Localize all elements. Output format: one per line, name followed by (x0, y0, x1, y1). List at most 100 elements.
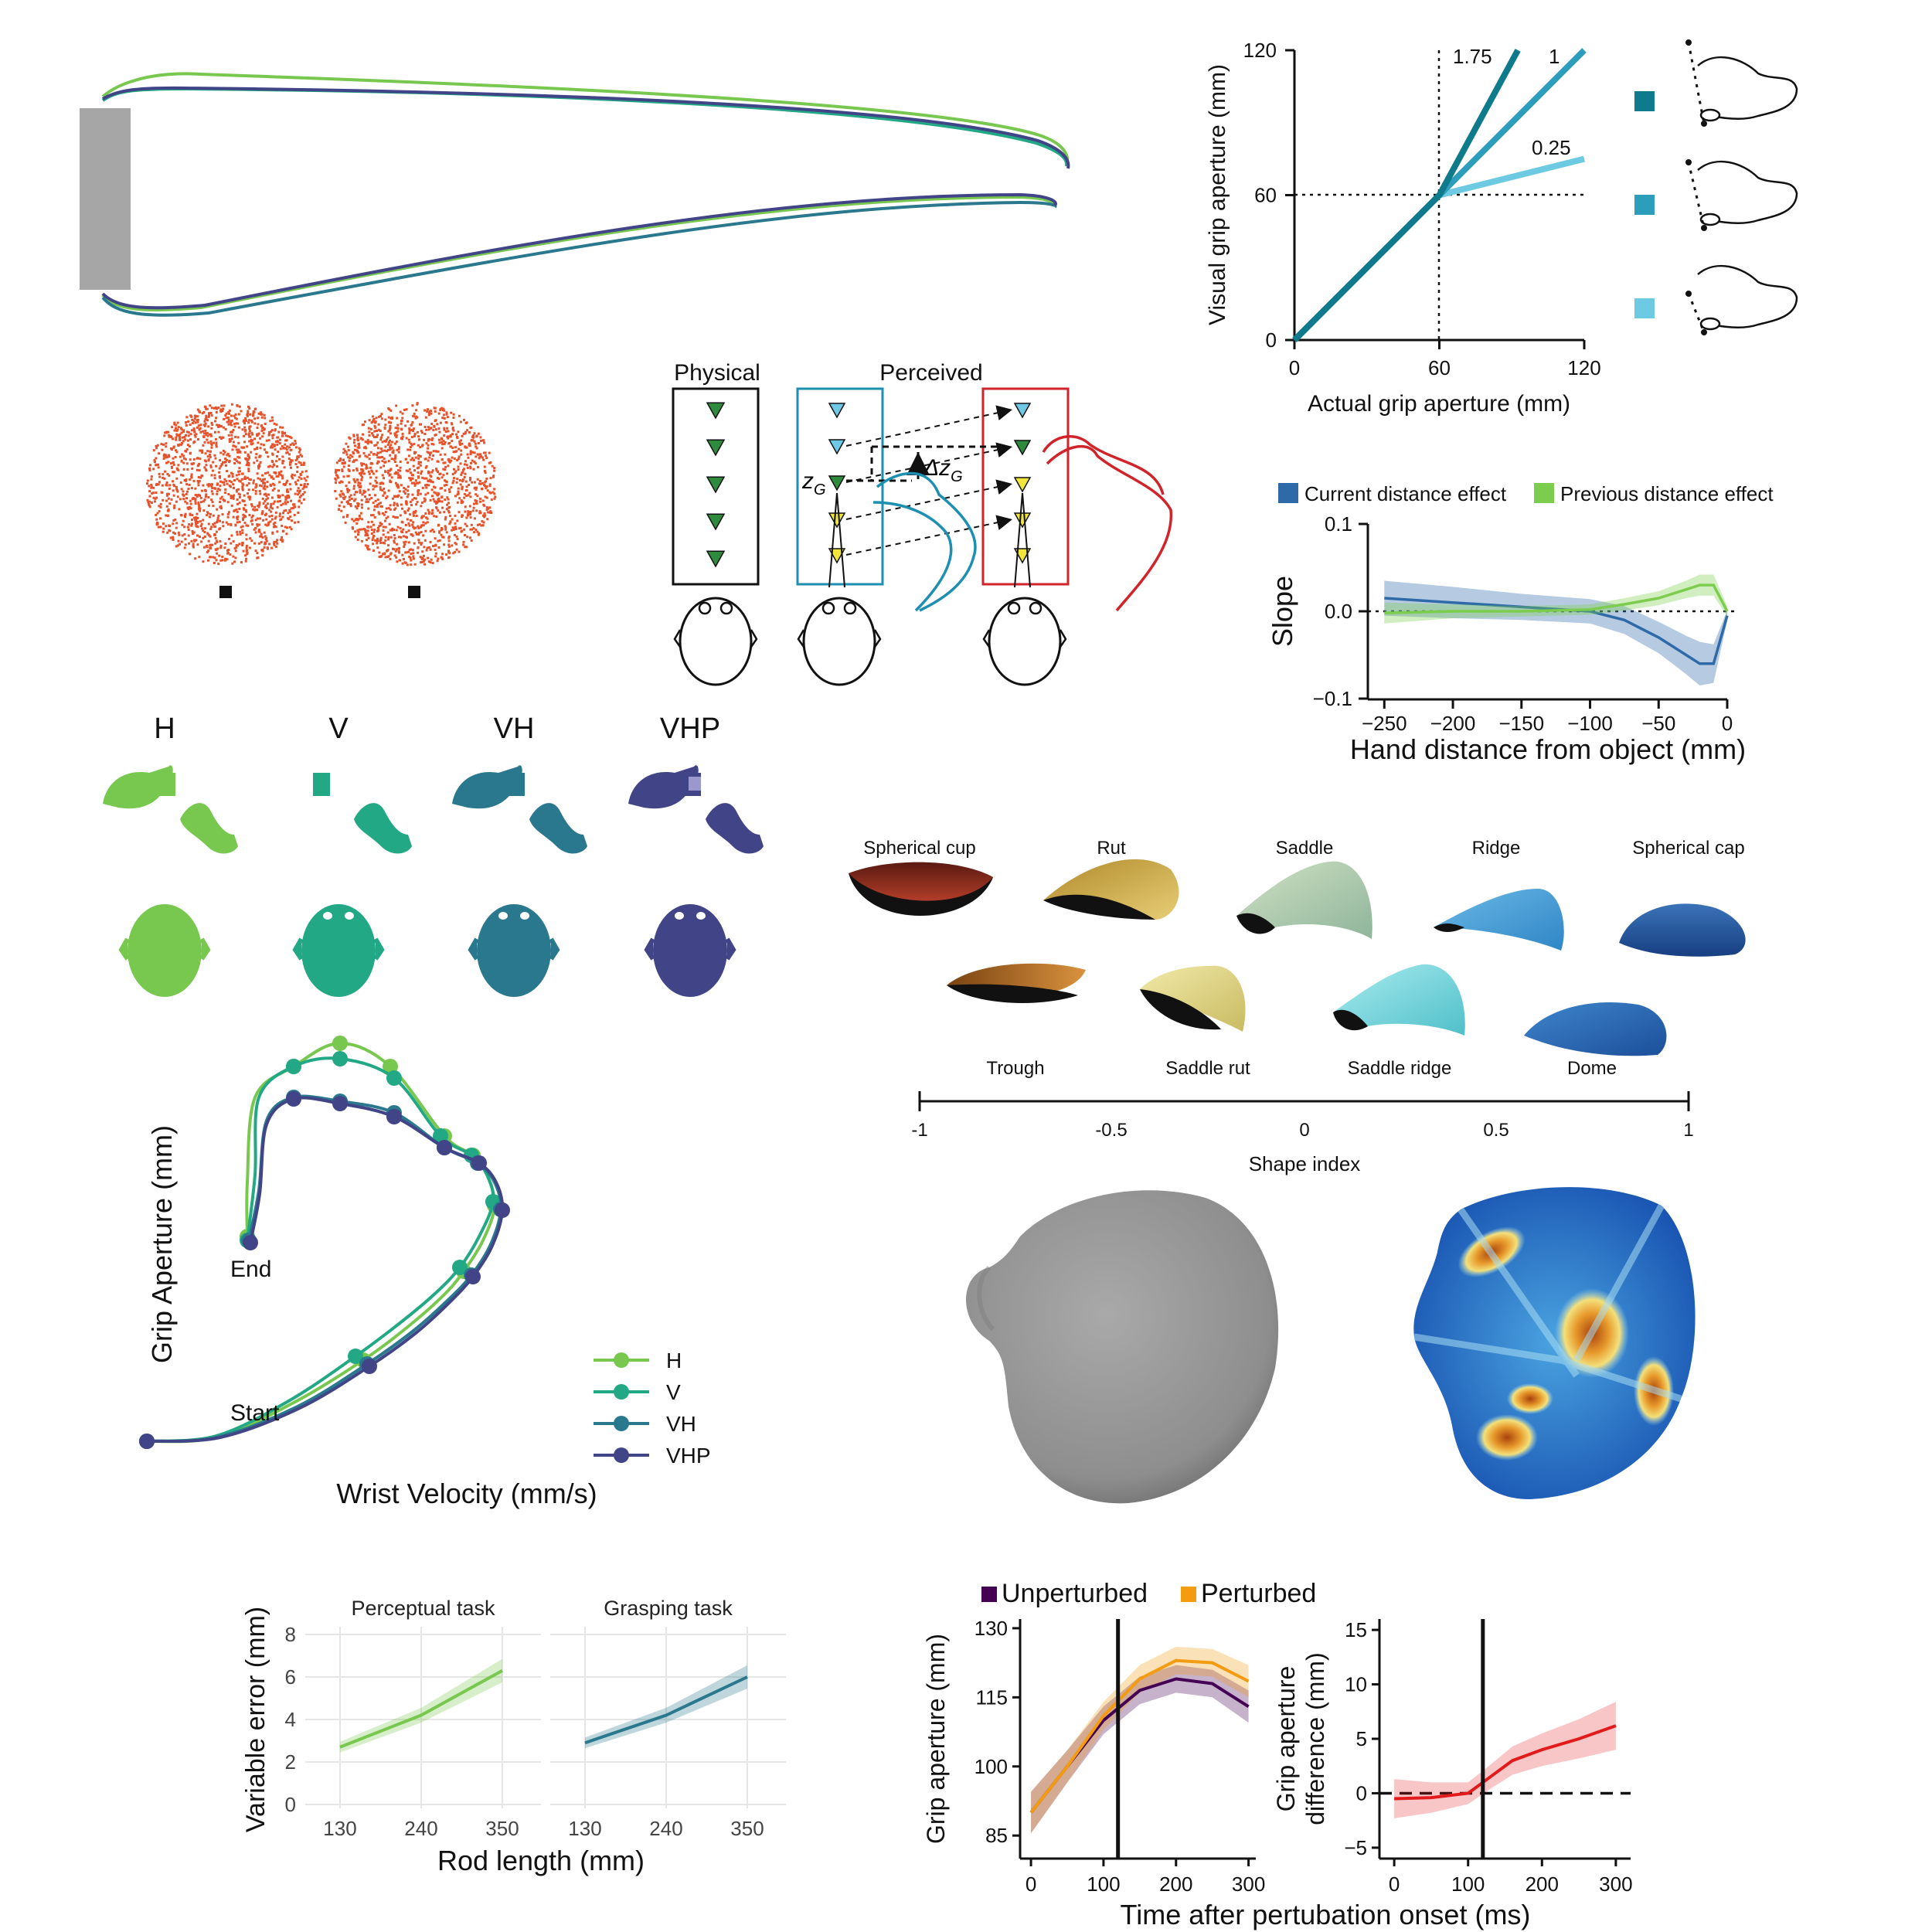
dot (263, 448, 266, 451)
dot (155, 457, 158, 460)
dot (380, 413, 383, 416)
dot (254, 531, 257, 534)
dot (417, 462, 420, 465)
dot (417, 435, 420, 438)
dot (281, 455, 284, 458)
slope-y-label: Slope (1267, 576, 1298, 647)
dot (173, 429, 176, 432)
dot (465, 495, 468, 497)
dot (413, 482, 417, 485)
dot (435, 468, 438, 471)
dot (417, 454, 420, 457)
dot (485, 477, 488, 480)
dot (277, 489, 280, 492)
dot (385, 517, 388, 520)
dot (196, 512, 199, 515)
dot (251, 514, 254, 517)
dot (288, 526, 291, 529)
dot (387, 544, 390, 547)
dot (235, 474, 238, 477)
dot (465, 525, 468, 528)
dot (454, 542, 457, 545)
dot (457, 468, 460, 471)
dot (441, 417, 444, 420)
dot (216, 508, 219, 511)
dot (427, 428, 430, 431)
dot (413, 542, 416, 545)
dot (430, 480, 433, 483)
dot (245, 464, 248, 467)
dot (430, 443, 434, 445)
dot (447, 535, 451, 538)
dot (157, 466, 160, 469)
dot (391, 527, 394, 530)
dot (240, 446, 243, 449)
dot (397, 485, 400, 488)
dot (407, 454, 410, 457)
dot (403, 510, 406, 513)
dot (411, 493, 414, 496)
dot (434, 555, 437, 558)
dot (259, 447, 262, 450)
dot (349, 494, 352, 497)
dot (221, 559, 224, 562)
dot (175, 436, 178, 439)
dot (172, 471, 175, 474)
dot (219, 451, 223, 454)
dot (207, 522, 210, 526)
dot (194, 520, 197, 523)
dot (454, 526, 457, 529)
dot (166, 492, 168, 495)
dot (455, 481, 458, 484)
dot (222, 461, 224, 464)
dot (489, 461, 492, 464)
dot (428, 438, 431, 441)
dot (342, 458, 345, 461)
dot (348, 469, 351, 472)
dot (423, 539, 427, 542)
dot (172, 483, 175, 486)
dot (199, 476, 202, 479)
dot (457, 511, 461, 514)
dot (172, 463, 175, 466)
dot (378, 415, 380, 418)
dot (248, 546, 251, 549)
dot (274, 521, 277, 524)
dot (430, 423, 434, 425)
dot (300, 464, 303, 466)
dot (245, 549, 248, 553)
dot (196, 419, 199, 422)
dot (281, 444, 284, 447)
dot (236, 478, 239, 481)
dot (442, 440, 445, 443)
dot (456, 519, 459, 522)
dot (248, 514, 251, 516)
dot (423, 497, 426, 500)
dot (389, 427, 392, 430)
gain-line-1-75 (1292, 49, 1521, 342)
dot (378, 551, 381, 554)
dot (281, 494, 284, 497)
dot (238, 496, 241, 498)
dot (278, 495, 281, 498)
dot (405, 408, 408, 411)
dot (429, 548, 432, 551)
dot (224, 559, 226, 562)
dot (226, 470, 229, 473)
dot (259, 437, 262, 440)
dot (464, 432, 467, 435)
dot (254, 456, 257, 459)
dot (284, 498, 287, 501)
dot (202, 560, 205, 563)
condition-label: V (328, 713, 349, 745)
dot (406, 495, 409, 498)
dot (150, 502, 153, 504)
dot (281, 524, 284, 527)
condition-label: VHP (660, 713, 720, 745)
dot (261, 435, 264, 438)
dot (375, 476, 378, 479)
dot (215, 445, 218, 448)
dot (399, 461, 402, 463)
dot (296, 457, 298, 461)
